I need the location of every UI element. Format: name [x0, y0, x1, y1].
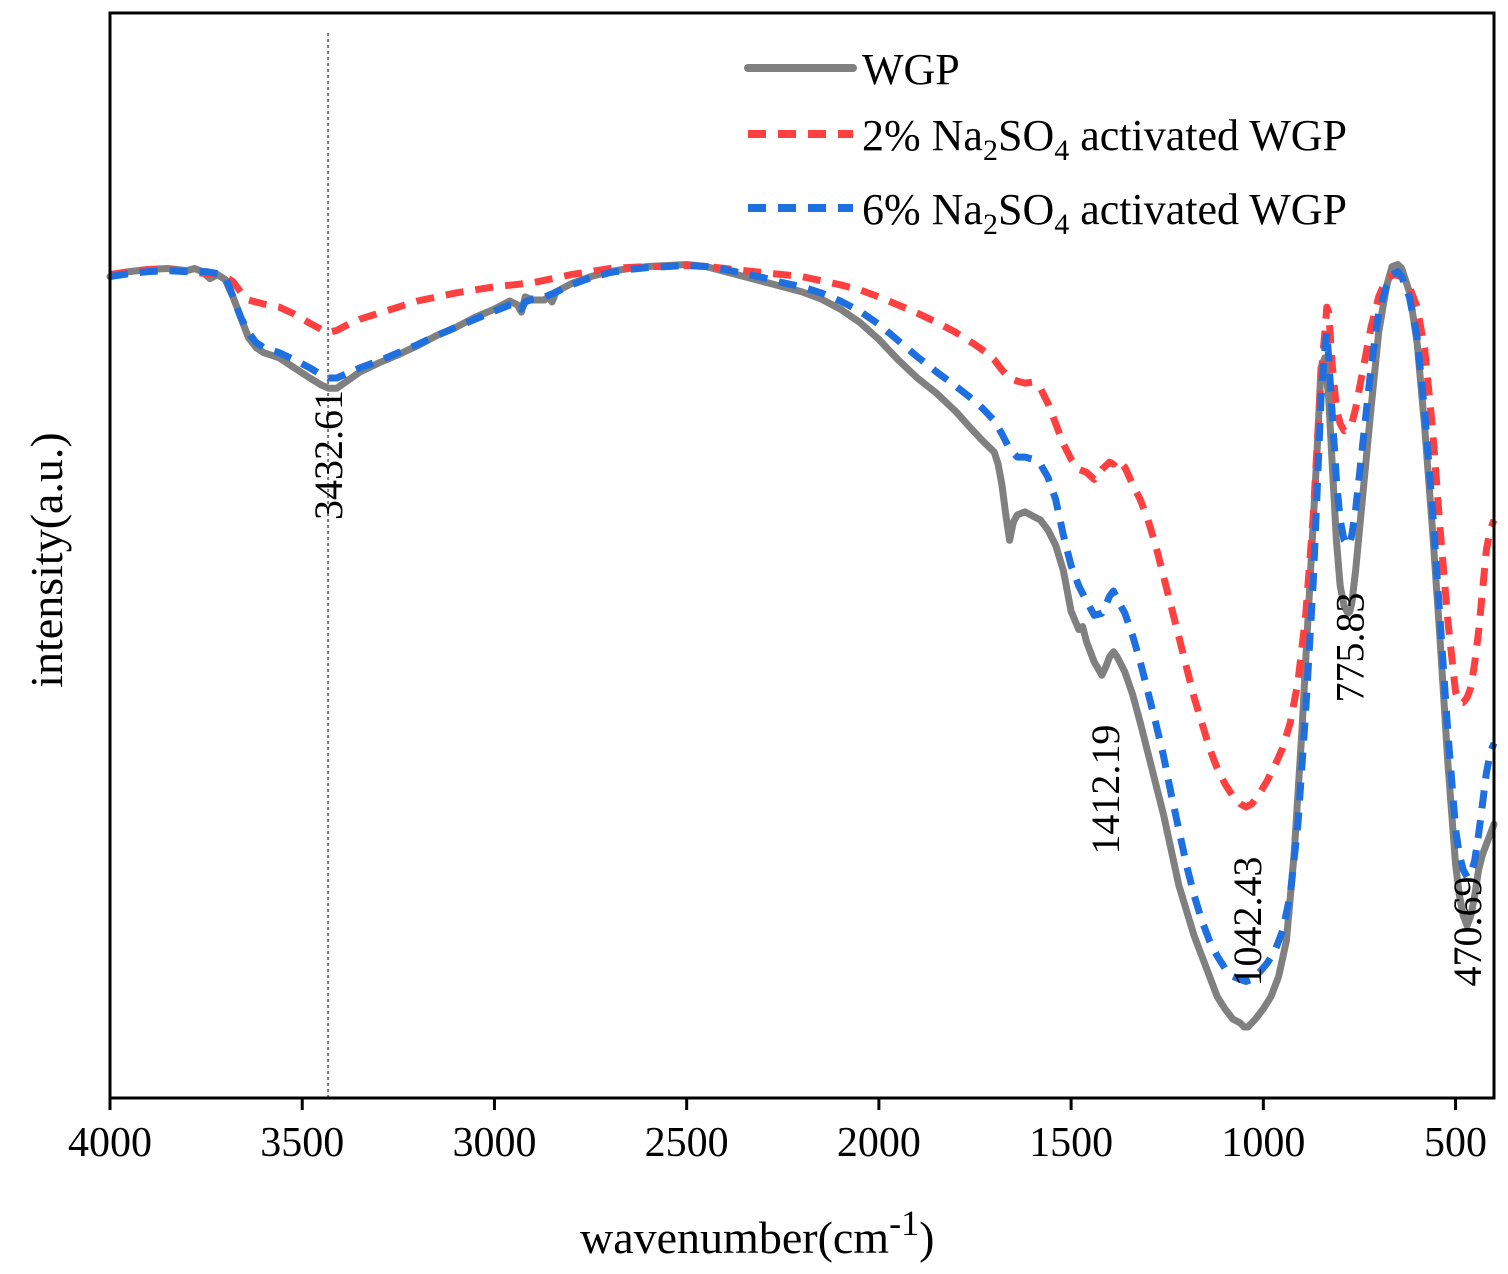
peak-label-3432-61: 3432.61: [306, 390, 351, 520]
legend-2pct-so: SO: [998, 111, 1054, 160]
x-tick-label-1000: 1000: [1221, 1120, 1305, 1166]
series-line-wgp: [106, 261, 1498, 1031]
peak-label-470-69: 470.69: [1445, 877, 1490, 987]
x-tick-label-4000: 4000: [68, 1120, 152, 1166]
x-axis-title: wavenumber(cm-1): [580, 1203, 934, 1263]
x-axis-title-superscript: -1: [889, 1203, 919, 1243]
x-axis-ticks: 4000 3500 3000 2500 2000 1500 1000 500: [68, 1098, 1487, 1166]
x-tick-label-1500: 1500: [1029, 1120, 1113, 1166]
x-axis-title-text: wavenumber(cm: [580, 1212, 889, 1263]
series-layer: [106, 261, 1498, 1031]
plot-frame: [108, 11, 1496, 1100]
legend-label-6pct: 6% Na2SO4 activated WGP: [862, 185, 1347, 241]
legend-6pct-sub2: 2: [983, 208, 998, 241]
legend-6pct-sub4: 4: [1054, 208, 1069, 241]
legend-6pct-so: SO: [998, 185, 1054, 234]
series-line-2pct-na2so4: [109, 262, 1498, 811]
peak-label-1412-19: 1412.19: [1083, 725, 1128, 855]
x-tick-label-2000: 2000: [837, 1120, 921, 1166]
legend-6pct-suffix: activated WGP: [1069, 185, 1347, 234]
peak-label-775-83: 775.83: [1328, 593, 1373, 703]
x-tick-label-500: 500: [1424, 1120, 1487, 1166]
legend: WGP 2% Na2SO4 activated WGP 6% Na2SO4 ac…: [744, 45, 1347, 241]
legend-6pct-prefix: 6% Na: [862, 185, 983, 234]
y-axis-title: intensity(a.u.): [21, 432, 72, 688]
series-line-6pct-na2so4: [109, 262, 1498, 985]
legend-2pct-suffix: activated WGP: [1069, 111, 1347, 160]
legend-2pct-sub2: 2: [983, 134, 998, 167]
legend-label-2pct: 2% Na2SO4 activated WGP: [862, 111, 1347, 167]
legend-label-wgp: WGP: [862, 45, 960, 94]
peak-annotations: 3432.61 1412.19 1042.43 775.83 470.69: [306, 390, 1490, 987]
x-tick-label-3500: 3500: [260, 1120, 344, 1166]
x-tick-label-2500: 2500: [645, 1120, 729, 1166]
peak-label-1042-43: 1042.43: [1225, 857, 1270, 987]
x-tick-label-3000: 3000: [452, 1120, 536, 1166]
legend-2pct-prefix: 2% Na: [862, 111, 983, 160]
legend-2pct-sub4: 4: [1054, 134, 1069, 167]
x-axis-title-close: ): [919, 1212, 934, 1263]
